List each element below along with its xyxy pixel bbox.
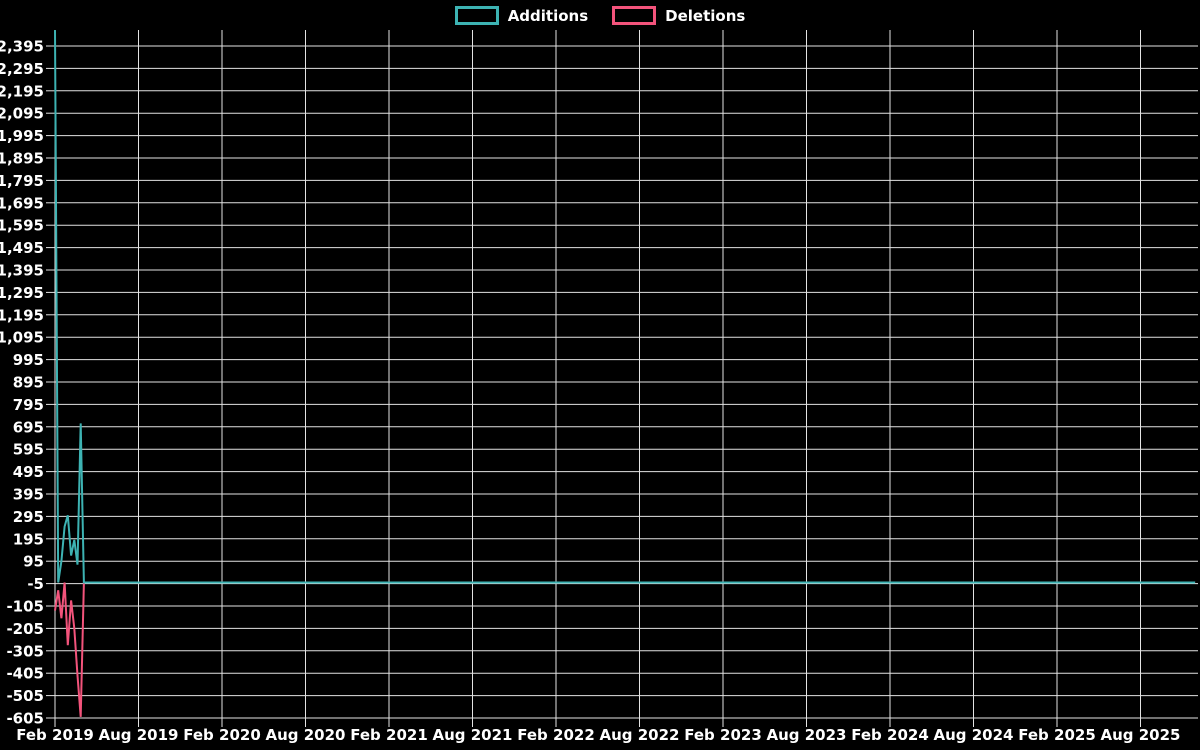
svg-text:2,395: 2,395 bbox=[0, 38, 44, 56]
deletions-legend-label: Deletions bbox=[665, 6, 746, 25]
svg-text:Aug 2021: Aug 2021 bbox=[433, 726, 513, 744]
svg-text:395: 395 bbox=[13, 486, 44, 504]
svg-text:1,295: 1,295 bbox=[0, 284, 44, 302]
svg-text:Feb 2022: Feb 2022 bbox=[517, 726, 595, 744]
svg-text:1,895: 1,895 bbox=[0, 150, 44, 168]
svg-text:Feb 2025: Feb 2025 bbox=[1018, 726, 1096, 744]
svg-text:1,095: 1,095 bbox=[0, 329, 44, 347]
svg-text:895: 895 bbox=[13, 374, 44, 392]
svg-text:1,495: 1,495 bbox=[0, 239, 44, 257]
svg-text:-205: -205 bbox=[6, 620, 44, 638]
svg-text:695: 695 bbox=[13, 418, 44, 436]
additions-legend-label: Additions bbox=[507, 6, 589, 25]
y-tick-labels: 2,395 2,295 2,195 2,095 1,995 1,895 1,795 1,695… bbox=[0, 38, 44, 728]
svg-text:Feb 2024: Feb 2024 bbox=[851, 726, 929, 744]
svg-text:595: 595 bbox=[13, 441, 44, 459]
axis-ticks bbox=[46, 45, 1141, 727]
svg-text:Aug 2020: Aug 2020 bbox=[266, 726, 346, 744]
svg-text:Aug 2024: Aug 2024 bbox=[934, 726, 1014, 744]
svg-text:95: 95 bbox=[23, 553, 44, 571]
svg-text:795: 795 bbox=[13, 396, 44, 414]
svg-text:2,095: 2,095 bbox=[0, 105, 44, 123]
x-gridlines bbox=[54, 30, 1141, 718]
svg-text:-405: -405 bbox=[6, 665, 44, 683]
svg-text:Feb 2019: Feb 2019 bbox=[16, 726, 94, 744]
svg-text:2,195: 2,195 bbox=[0, 82, 44, 100]
deletions-line bbox=[54, 581, 1196, 717]
additions-legend-swatch-icon bbox=[454, 6, 499, 25]
additions-line bbox=[54, 30, 1196, 584]
svg-text:1,995: 1,995 bbox=[0, 127, 44, 145]
svg-text:-305: -305 bbox=[6, 642, 44, 660]
svg-text:Aug 2023: Aug 2023 bbox=[767, 726, 847, 744]
svg-text:-5: -5 bbox=[27, 575, 44, 593]
svg-text:495: 495 bbox=[13, 463, 44, 481]
y-gridlines bbox=[55, 45, 1198, 719]
svg-text:195: 195 bbox=[13, 530, 44, 548]
legend-item-additions[interactable]: Additions bbox=[454, 6, 589, 25]
deletions-legend-swatch-icon bbox=[612, 6, 657, 25]
svg-text:1,795: 1,795 bbox=[0, 172, 44, 190]
svg-text:1,195: 1,195 bbox=[0, 306, 44, 324]
svg-text:995: 995 bbox=[13, 351, 44, 369]
chart-legend: Additions Deletions bbox=[0, 6, 1200, 25]
svg-text:Feb 2021: Feb 2021 bbox=[350, 726, 428, 744]
x-tick-labels: Feb 2019 Aug 2019 Feb 2020 Aug 2020 Feb 2021… bbox=[16, 726, 1180, 744]
svg-text:-505: -505 bbox=[6, 687, 44, 705]
svg-text:-105: -105 bbox=[6, 598, 44, 616]
svg-text:-605: -605 bbox=[6, 710, 44, 728]
svg-text:Aug 2019: Aug 2019 bbox=[99, 726, 179, 744]
svg-text:Aug 2025: Aug 2025 bbox=[1101, 726, 1181, 744]
legend-item-deletions[interactable]: Deletions bbox=[612, 6, 745, 25]
svg-text:2,295: 2,295 bbox=[0, 60, 44, 78]
svg-text:295: 295 bbox=[13, 508, 44, 526]
svg-text:Feb 2020: Feb 2020 bbox=[183, 726, 261, 744]
svg-text:1,395: 1,395 bbox=[0, 262, 44, 280]
svg-text:1,595: 1,595 bbox=[0, 217, 44, 235]
svg-text:1,695: 1,695 bbox=[0, 194, 44, 212]
svg-text:Feb 2023: Feb 2023 bbox=[684, 726, 762, 744]
svg-text:Aug 2022: Aug 2022 bbox=[600, 726, 680, 744]
